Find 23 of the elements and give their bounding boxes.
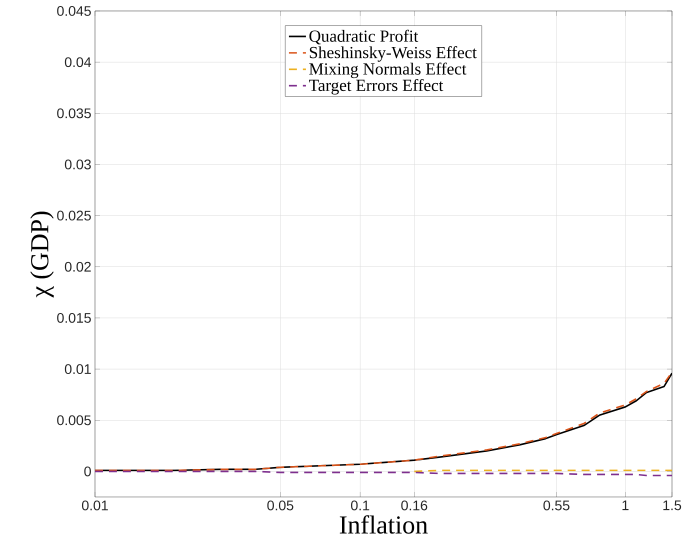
y-tick-label: 0.005 [57,415,91,426]
y-tick-label: 0 [84,466,91,476]
legend-label: Sheshinsky-Weiss Effect [310,46,477,62]
x-tick-label: 0.1 [351,500,370,510]
legend-label: Mixing Normals Effect [309,62,466,78]
y-tick-label: 0.045 [57,6,91,16]
x-tick-label: 0.05 [267,500,294,510]
x-tick-label: 0.01 [82,500,108,510]
y-tick-label: 0.015 [57,312,91,323]
legend-label: Target Errors Effect [309,78,444,95]
y-tick-label: 0.035 [57,108,91,118]
x-tick-label: 1.5 [663,500,682,510]
x-tick-label: 0.55 [543,500,570,510]
y-tick-label: 0.025 [57,210,91,221]
y-tick-label: 0.01 [64,364,91,374]
legend-label: Quadratic Profit [309,30,418,44]
x-tick-label: 0.16 [401,500,428,510]
x-axis-title: Inflation [340,515,428,534]
y-axis-title: χ (GDP) [30,212,54,298]
x-tick-label: 1 [622,500,629,510]
y-tick-label: 0.02 [64,262,91,272]
y-tick-label: 0.03 [64,160,91,170]
y-tick-label: 0.04 [64,57,92,68]
